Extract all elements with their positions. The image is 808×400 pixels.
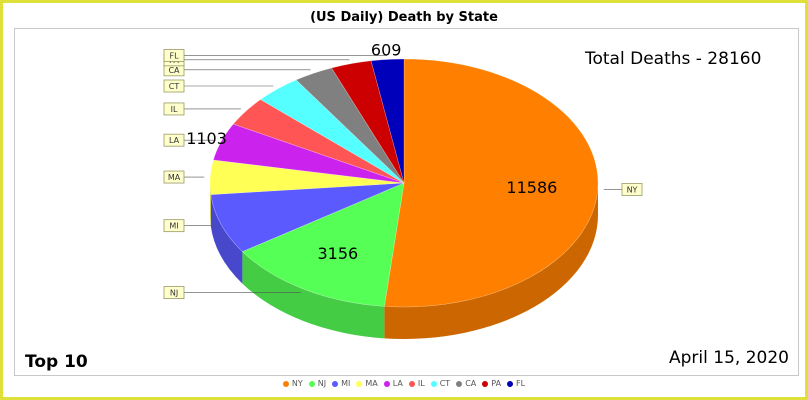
- callout-label-fl: FL: [169, 51, 179, 60]
- total-deaths-annotation: Total Deaths - 28160: [585, 49, 762, 69]
- legend-item-il: IL: [408, 379, 425, 388]
- legend-label: FL: [516, 379, 526, 388]
- callout-label-mi: MI: [169, 222, 178, 231]
- callout-box-fl: [163, 49, 185, 62]
- value-label-fl: 609: [371, 41, 402, 60]
- pie-slice-il: [232, 99, 405, 184]
- callout-box-la: [163, 133, 185, 147]
- callout-box-mi: [163, 219, 185, 233]
- legend-label: NY: [291, 379, 303, 388]
- legend-swatch: [430, 380, 437, 387]
- legend-label: PA: [491, 379, 502, 388]
- pie-slice-pa: [331, 60, 405, 184]
- callout-label-ct: CT: [169, 82, 180, 91]
- legend-label: NJ: [317, 379, 327, 388]
- chart-title: (US Daily) Death by State: [310, 10, 498, 25]
- legend-item-ct: CT: [430, 379, 451, 388]
- legend-swatch: [356, 380, 363, 387]
- pie-slice-ct: [259, 79, 405, 184]
- legend-label: IL: [417, 379, 425, 388]
- pie-slice-ca: [295, 67, 405, 184]
- callout-label-ny: NY: [627, 185, 638, 194]
- callout-box-ma: [163, 170, 185, 184]
- value-label-nj: 3156: [317, 244, 358, 263]
- plot-area: [14, 28, 799, 376]
- pie-side-nj: [242, 251, 385, 339]
- legend-swatch: [282, 380, 289, 387]
- legend-swatch: [507, 380, 514, 387]
- pie-slice-fl: [370, 58, 405, 184]
- callout-label-ma: MA: [168, 173, 181, 182]
- top-ten-annotation: Top 10: [25, 352, 88, 372]
- pie-side-ny: [384, 183, 598, 339]
- legend-item-nj: NJ: [308, 379, 327, 388]
- callout-box-nj: [163, 286, 185, 299]
- date-annotation: April 15, 2020: [669, 348, 789, 368]
- callout-box-il: [163, 102, 185, 116]
- legend-item-ma: MA: [356, 379, 378, 388]
- pie-side-ma: [210, 183, 211, 227]
- pie-side-mi: [210, 194, 243, 284]
- value-label-ny: 11586: [506, 178, 557, 197]
- callout-label-ca: CA: [168, 66, 180, 75]
- legend-swatch: [482, 380, 489, 387]
- legend-item-ny: NY: [282, 379, 303, 388]
- legend-swatch: [332, 380, 339, 387]
- pie-slice-nj: [241, 182, 405, 307]
- legend-label: CA: [465, 379, 477, 388]
- pie-slice-la: [212, 123, 405, 184]
- legend-label: MA: [365, 379, 378, 388]
- pie-slice-ny: [384, 58, 599, 308]
- legend-label: LA: [392, 379, 403, 388]
- legend-swatch: [308, 380, 315, 387]
- callout-label-nj: NJ: [170, 289, 178, 298]
- legend-label: CT: [439, 379, 451, 388]
- legend-swatch: [383, 380, 390, 387]
- legend-item-pa: PA: [482, 379, 501, 388]
- legend-swatch: [456, 380, 463, 387]
- callout-box-ct: [163, 79, 185, 93]
- legend-item-ca: CA: [456, 379, 476, 388]
- legend: NY NJ MI MA LA IL CT CA PA FL: [3, 379, 805, 388]
- legend-label: MI: [341, 379, 351, 388]
- callout-label-il: IL: [171, 105, 178, 114]
- legend-item-mi: MI: [332, 379, 350, 388]
- value-label-la: 1103: [186, 129, 227, 148]
- callout-box-ny: [621, 183, 643, 196]
- legend-swatch: [408, 380, 415, 387]
- pie-slice-ma: [209, 159, 405, 195]
- callout-label-la: LA: [169, 136, 180, 145]
- legend-item-la: LA: [383, 379, 403, 388]
- legend-item-fl: FL: [507, 379, 525, 388]
- pie-slice-mi: [210, 182, 405, 252]
